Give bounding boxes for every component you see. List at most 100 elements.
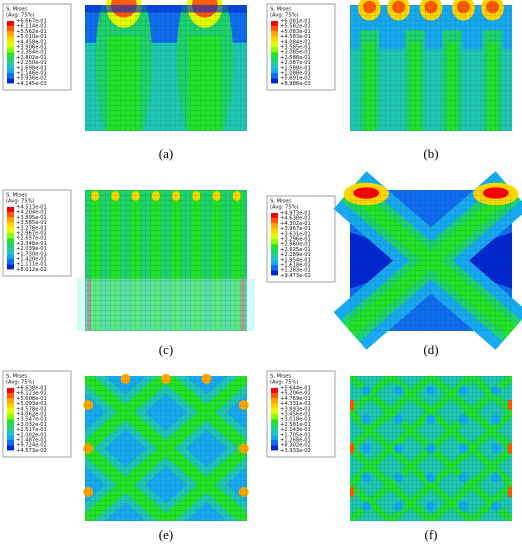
legend-value: +2.967e-01 (16, 231, 47, 237)
legend-swatch (271, 408, 278, 414)
legend-swatch (7, 440, 14, 446)
legend-swatch (271, 434, 278, 440)
legend-value: +5.891e-02 (280, 76, 311, 82)
legend-value: +4.145e-03 (16, 81, 47, 87)
legend-value: +3.893e-01 (280, 406, 311, 412)
legend-value: +1.487e-01 (16, 438, 47, 444)
legend-value: +4.513e-01 (16, 205, 47, 211)
contour-plot (350, 376, 512, 521)
legend-value: +8.012e-02 (16, 267, 47, 273)
legend-value: +5.644e-01 (280, 386, 311, 392)
legend-swatch (271, 388, 278, 394)
legend-value: +2.087e-01 (280, 60, 311, 66)
legend-swatch (271, 403, 278, 409)
legend-swatch (7, 36, 14, 42)
legend-swatch (271, 31, 278, 37)
contour-plot (333, 171, 522, 350)
legend-value: +3.547e-01 (16, 417, 47, 423)
legend-swatch (7, 233, 14, 239)
legend-box (2, 3, 72, 91)
legend-swatch (271, 398, 278, 404)
contour-plot (85, 0, 247, 131)
legend-box (2, 189, 72, 277)
legend-value: +4.331e-01 (280, 401, 311, 407)
legend-value: +3.296e-01 (280, 237, 311, 243)
legend-swatch (271, 414, 278, 420)
legend-value: +4.302e-01 (280, 221, 311, 227)
legend-swatch (271, 424, 278, 430)
legend-swatch (271, 218, 278, 224)
legend-value: +6.114e-01 (16, 24, 47, 30)
legend-value: +3.906e-01 (16, 45, 47, 51)
legend-swatch (7, 21, 14, 27)
legend-swatch (7, 388, 14, 394)
legend-value: +4.084e-01 (280, 39, 311, 45)
legend-value: +3.967e-01 (280, 226, 311, 232)
legend-value: +2.348e-01 (16, 241, 47, 247)
legend-value: +5.093e-01 (16, 401, 47, 407)
legend-swatch (7, 227, 14, 233)
legend-swatch (271, 57, 278, 63)
legend-value: +1.954e-01 (280, 257, 311, 263)
caption: (d) (423, 342, 438, 357)
legend-value: +2.625e-01 (280, 247, 311, 253)
legend-subtitle: (Avg: 75%) (6, 199, 35, 205)
legend-value: +6.667e-01 (16, 19, 47, 25)
legend-swatch (271, 36, 278, 42)
legend-subtitle: (Avg: 75%) (270, 380, 299, 386)
legend-value: +1.420e-01 (16, 257, 47, 263)
legend-value: +5.083e-01 (280, 29, 311, 35)
legend-value: +1.618e-01 (280, 263, 311, 269)
legend-swatch (271, 78, 278, 84)
legend-value: +2.143e-01 (280, 427, 311, 433)
legend-value: +9.473e-02 (280, 273, 311, 279)
legend-swatch (271, 73, 278, 79)
legend-swatch (7, 408, 14, 414)
legend-value: +8.986e-03 (280, 81, 311, 87)
legend-subtitle: (Avg: 75%) (6, 13, 35, 19)
legend-value: +4.458e-01 (16, 39, 47, 45)
legend-title: S, Mises (270, 374, 291, 380)
legend-value: +3.631e-01 (280, 231, 311, 237)
legend-value: +5.206e-01 (280, 391, 311, 397)
legend-value: +2.250e-01 (16, 60, 47, 66)
legend-swatch (271, 21, 278, 27)
legend-value: +2.657e-01 (16, 236, 47, 242)
legend-title: S, Mises (6, 193, 27, 199)
legend-title: S, Mises (6, 374, 27, 380)
legend-swatch (7, 73, 14, 79)
legend-value: +1.268e-01 (280, 438, 311, 444)
legend-swatch (7, 429, 14, 435)
legend-swatch (271, 223, 278, 229)
legend-swatch (271, 41, 278, 47)
legend-swatch (271, 445, 278, 451)
legend-swatch (271, 47, 278, 53)
legend-swatch (271, 440, 278, 446)
legend-swatch (7, 67, 14, 73)
legend-swatch (271, 419, 278, 425)
legend-value: +4.638e-01 (280, 216, 311, 222)
legend: S, Mises(Avg: 75%)+6.667e-01+6.114e-01+5… (2, 3, 72, 91)
legend-value: +1.730e-01 (16, 251, 47, 257)
legend: S, Mises(Avg: 75%)+4.513e-01+4.204e-01+3… (2, 189, 72, 277)
panel: S, Mises(Avg: 75%)+6.081e-01+5.582e-01+5… (266, 0, 512, 161)
legend-swatch (7, 253, 14, 259)
legend-value: +6.638e-01 (16, 386, 47, 392)
legend-swatch (7, 248, 14, 254)
caption: (c) (159, 342, 173, 357)
legend-swatch (271, 213, 278, 219)
legend-swatch (7, 57, 14, 63)
legend-value: +2.581e-01 (280, 422, 311, 428)
legend-swatch (271, 26, 278, 32)
legend-value: +1.588e-01 (280, 65, 311, 71)
legend-value: +4.583e-01 (280, 34, 311, 40)
legend-title: S, Mises (6, 7, 27, 13)
legend-value: +4.769e-01 (280, 396, 311, 402)
legend-value: +3.085e-01 (280, 50, 311, 56)
legend-swatch (271, 233, 278, 239)
legend-subtitle: (Avg: 75%) (270, 205, 299, 211)
legend-value: +4.062e-01 (16, 412, 47, 418)
legend-value: +1.111e-01 (16, 262, 47, 268)
panel: S, Mises(Avg: 75%)+4.973e-01+4.638e-01+4… (266, 171, 522, 357)
